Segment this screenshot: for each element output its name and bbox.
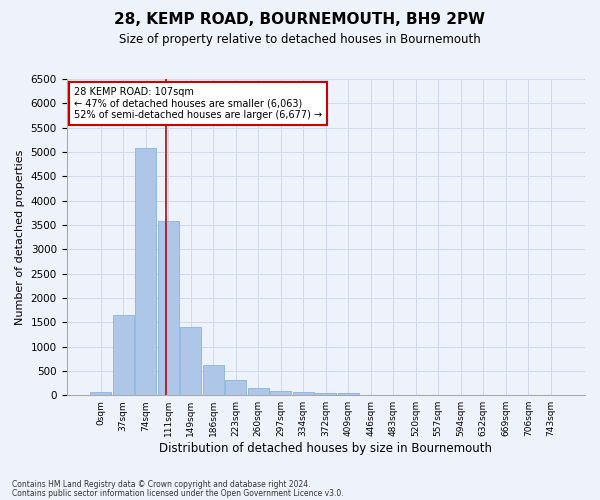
Bar xyxy=(315,392,337,395)
Bar xyxy=(135,148,157,395)
Bar xyxy=(338,392,359,395)
Y-axis label: Number of detached properties: Number of detached properties xyxy=(15,150,25,325)
Bar xyxy=(90,392,112,395)
Text: Contains HM Land Registry data © Crown copyright and database right 2024.: Contains HM Land Registry data © Crown c… xyxy=(12,480,311,489)
Bar xyxy=(203,365,224,395)
Bar xyxy=(158,220,179,395)
Bar xyxy=(248,388,269,395)
Text: 28, KEMP ROAD, BOURNEMOUTH, BH9 2PW: 28, KEMP ROAD, BOURNEMOUTH, BH9 2PW xyxy=(115,12,485,28)
Text: Size of property relative to detached houses in Bournemouth: Size of property relative to detached ho… xyxy=(119,32,481,46)
X-axis label: Distribution of detached houses by size in Bournemouth: Distribution of detached houses by size … xyxy=(159,442,492,455)
Text: 28 KEMP ROAD: 107sqm
← 47% of detached houses are smaller (6,063)
52% of semi-de: 28 KEMP ROAD: 107sqm ← 47% of detached h… xyxy=(74,87,322,120)
Bar xyxy=(180,326,202,395)
Bar xyxy=(293,392,314,395)
Bar xyxy=(225,380,247,395)
Bar xyxy=(270,391,292,395)
Bar xyxy=(113,315,134,395)
Text: Contains public sector information licensed under the Open Government Licence v3: Contains public sector information licen… xyxy=(12,488,344,498)
